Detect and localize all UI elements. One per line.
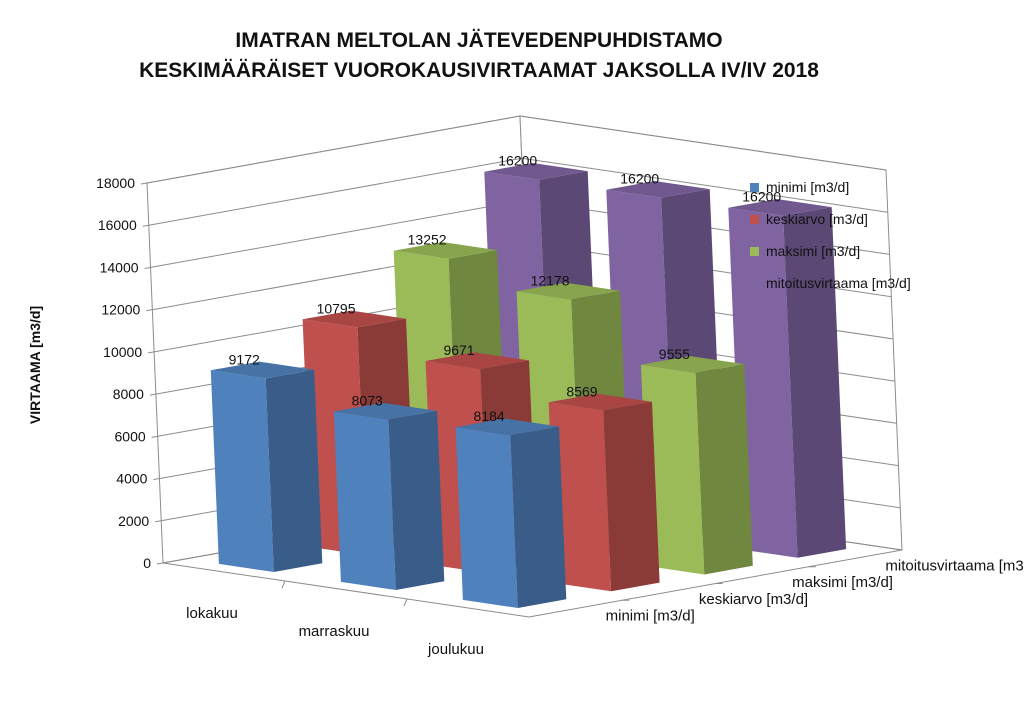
legend-swatch — [750, 247, 759, 256]
y-tick-label: 0 — [143, 555, 151, 571]
bar-front-face — [210, 370, 274, 572]
y-tick-mark — [155, 520, 162, 523]
y-tick-label: 12000 — [101, 302, 140, 318]
bar-top-face — [548, 393, 652, 411]
bar-top-face — [393, 242, 497, 259]
data-label: 8073 — [352, 393, 383, 409]
bar-top-face — [606, 181, 710, 198]
bar-side-face — [603, 401, 660, 592]
bar-top-face — [333, 402, 438, 420]
y-tick-mark — [146, 309, 153, 312]
bar-front-face — [548, 402, 612, 592]
bar-top-face — [455, 418, 559, 436]
data-label: 13252 — [408, 232, 447, 248]
y-tick-mark — [156, 562, 164, 565]
data-label: 8569 — [566, 383, 597, 399]
data-label: 8184 — [474, 408, 505, 424]
data-label: 16200 — [620, 171, 659, 187]
bar-side-face — [695, 364, 753, 575]
bar-0-0: 9172 — [210, 351, 323, 572]
x-category-label: joulukuu — [427, 641, 484, 658]
legend-swatch — [750, 279, 759, 288]
y-tick-label: 8000 — [113, 386, 144, 402]
y-tick-mark — [142, 224, 149, 227]
bar-1-0: 8073 — [333, 393, 445, 590]
bar-top-face — [728, 199, 832, 216]
y-axis-label: VIRTAAMA [m3/d] — [27, 306, 43, 424]
bar-front-face — [333, 411, 396, 590]
chart-title-line-2: KESKIMÄÄRÄISET VUOROKAUSIVIRTAAMAT JAKSO… — [139, 59, 819, 82]
x-category-label: marraskuu — [299, 623, 370, 640]
legend-swatch — [750, 215, 759, 224]
bar-top-face — [516, 282, 620, 300]
legend-item: minimi [m3/d] — [750, 179, 849, 195]
bar-side-face — [510, 426, 567, 608]
y-tick-mark — [140, 182, 148, 185]
bar-side-face — [783, 207, 847, 558]
axis-labels: lokakuu marraskuu joulukuu minimi [m3/d]kes… — [186, 557, 1024, 658]
bar-front-face — [455, 427, 518, 608]
bar-top-face — [210, 361, 315, 379]
data-label: 16200 — [742, 189, 781, 205]
legend-label: maksimi [m3/d] — [766, 243, 860, 259]
bar-top-face — [425, 352, 529, 370]
gridline — [148, 157, 888, 226]
y-tick-mark — [148, 351, 155, 354]
bar-2-0: 8184 — [455, 408, 567, 608]
legend-item: mitoitusvirtaama [m3/d] — [750, 275, 911, 291]
bar-top-face — [484, 163, 588, 180]
y-tick-mark — [144, 266, 151, 269]
x-category-label: lokakuu — [186, 605, 238, 622]
data-label: 9671 — [443, 342, 474, 358]
bar-top-face — [302, 310, 406, 328]
data-label: 9172 — [229, 351, 260, 367]
data-label: 12178 — [531, 272, 570, 288]
y-tick-label: 14000 — [100, 259, 139, 275]
chart-title-line-1: IMATRAN MELTOLAN JÄTEVEDENPUHDISTAMO — [235, 29, 722, 52]
bar-top-face — [640, 356, 745, 373]
legend-label: mitoitusvirtaama [m3/d] — [766, 275, 911, 291]
data-label: 9555 — [659, 346, 690, 362]
y-tick-label: 6000 — [115, 428, 146, 444]
x-tick-mark — [281, 580, 286, 589]
y-tick-label: 10000 — [103, 344, 142, 360]
data-label: 16200 — [498, 153, 537, 169]
gridline — [146, 115, 887, 184]
z-series-label: keskiarvo [m3/d] — [699, 591, 808, 608]
y-tick-mark — [151, 435, 158, 438]
bar-side-face — [265, 369, 323, 572]
bar-side-face — [388, 410, 445, 590]
z-series-label: maksimi [m3/d] — [792, 574, 893, 591]
y-tick-label: 18000 — [96, 175, 135, 191]
legend-label: keskiarvo [m3/d] — [766, 211, 868, 227]
z-series-label: mitoitusvirtaama [m3/d] — [885, 557, 1024, 574]
bars: 16200 16200 16200 13252 12178 9555 10795 9671 85… — [210, 153, 847, 608]
z-series-label: minimi [m3/d] — [606, 608, 695, 625]
y-tick-label: 4000 — [116, 471, 147, 487]
y-tick-label: 16000 — [98, 217, 137, 233]
x-tick-mark — [403, 598, 408, 607]
legend-item: keskiarvo [m3/d] — [750, 211, 868, 227]
y-axis-ticks: 0 2000 4000 6000 8000 10000 12000 14000 16000 180… — [96, 175, 164, 571]
legend-label: minimi [m3/d] — [766, 179, 849, 195]
bar-2-1: 8569 — [548, 383, 660, 592]
legend-swatch — [750, 183, 759, 192]
y-tick-label: 2000 — [118, 513, 149, 529]
data-label: 10795 — [317, 300, 356, 316]
y-tick-mark — [149, 393, 156, 396]
legend: minimi [m3/d] keskiarvo [m3/d] maksimi [m3… — [750, 179, 911, 291]
legend-item: maksimi [m3/d] — [750, 243, 860, 259]
y-tick-mark — [153, 478, 160, 481]
